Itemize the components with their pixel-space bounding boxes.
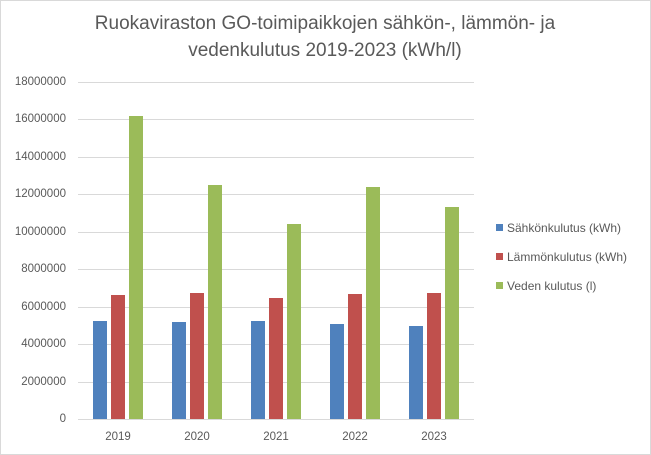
- y-tick-label: 14000000: [14, 151, 66, 163]
- bar-2019-series-2: [129, 116, 143, 419]
- bar-2022-series-2: [366, 187, 380, 419]
- x-tick-label: 2019: [105, 431, 131, 443]
- legend-swatch-icon: [496, 253, 503, 260]
- y-tick-label: 0: [59, 413, 66, 425]
- bar-2023-series-1: [427, 293, 441, 419]
- bar-2020-series-0: [172, 322, 186, 419]
- bar-2021-series-2: [287, 224, 301, 419]
- y-tick-label: 8000000: [21, 263, 66, 275]
- chart-title-line-1: Ruokaviraston GO-toimipaikkojen sähkön-,…: [94, 13, 556, 34]
- y-tick-label: 6000000: [21, 301, 66, 313]
- gridline: [78, 232, 474, 233]
- bar-2023-series-2: [445, 207, 459, 419]
- legend-swatch-icon: [496, 224, 503, 231]
- legend: Sähkönkulutus (kWh) Lämmönkulutus (kWh) Ve…: [496, 213, 627, 300]
- chart-title: Ruokaviraston GO-toimipaikkojen sähkön-,…: [60, 10, 590, 64]
- bar-2020-series-2: [208, 185, 222, 419]
- bar-2020-series-1: [190, 293, 204, 419]
- y-tick-label: 4000000: [21, 338, 66, 350]
- legend-item: Lämmönkulutus (kWh): [496, 242, 627, 271]
- legend-label: Lämmönkulutus (kWh): [507, 249, 628, 264]
- gridline: [78, 157, 474, 158]
- x-tick-label: 2020: [184, 431, 210, 443]
- gridline: [78, 82, 474, 83]
- legend-item: Veden kulutus (l): [496, 271, 627, 300]
- gridline: [78, 269, 474, 270]
- chart-title-line-2: vedenkulutus 2019-2023 (kWh/l): [188, 40, 462, 61]
- x-tick-label: 2023: [421, 431, 447, 443]
- y-tick-label: 2000000: [21, 376, 66, 388]
- bar-2021-series-1: [269, 298, 283, 419]
- y-tick-label: 18000000: [14, 76, 66, 88]
- bar-2023-series-0: [409, 326, 423, 419]
- bar-2022-series-1: [348, 294, 362, 419]
- legend-label: Sähkönkulutus (kWh): [507, 220, 622, 235]
- bar-2021-series-0: [251, 321, 265, 419]
- x-tick-label: 2021: [263, 431, 289, 443]
- gridline: [78, 119, 474, 120]
- y-tick-label: 12000000: [14, 188, 66, 200]
- x-tick-label: 2022: [342, 431, 368, 443]
- legend-swatch-icon: [496, 282, 503, 289]
- gridline: [78, 194, 474, 195]
- bar-2022-series-0: [330, 324, 344, 419]
- y-tick-label: 16000000: [14, 113, 66, 125]
- bar-2019-series-1: [111, 295, 125, 419]
- bar-2019-series-0: [93, 321, 107, 419]
- legend-label: Veden kulutus (l): [507, 278, 597, 293]
- y-tick-label: 10000000: [14, 226, 66, 238]
- legend-item: Sähkönkulutus (kWh): [496, 213, 627, 242]
- gridline: [78, 419, 474, 420]
